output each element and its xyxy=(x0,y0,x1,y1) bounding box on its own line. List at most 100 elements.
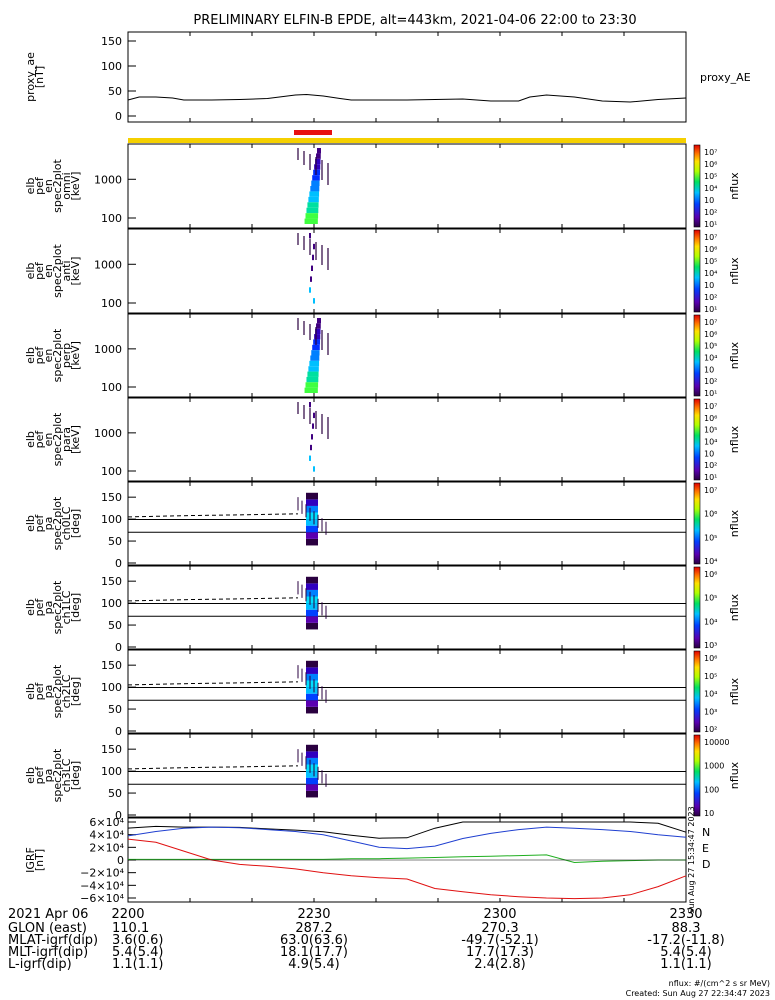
burst-cell xyxy=(317,148,321,153)
spec-anti-burst xyxy=(298,233,328,304)
colorbar-label: 10⁷ xyxy=(704,402,717,411)
y-tick-label: 100 xyxy=(101,465,122,478)
burst-cell xyxy=(306,681,318,688)
spec-ch2LC-frame xyxy=(128,650,686,733)
burst-cell xyxy=(309,402,311,407)
y-tick-label: 1000 xyxy=(94,343,122,356)
colorbar-label: 10⁶ xyxy=(704,414,717,423)
y-tick-label: 2×10⁴ xyxy=(89,841,124,854)
burst-cell xyxy=(306,667,318,674)
burst-cell xyxy=(306,382,319,387)
colorbar-label: 10⁳ xyxy=(704,196,714,205)
colorbar-label: 10⁴ xyxy=(704,690,717,699)
burst-cell xyxy=(313,244,315,249)
ephem-row-label: L-igrf(dip) xyxy=(8,957,72,972)
igrf-series-E xyxy=(128,855,686,863)
colorbar-label: 10 xyxy=(704,809,714,818)
spec-ch1LC-colorbar xyxy=(694,567,700,648)
colorbar-label: 10⁵ xyxy=(704,172,717,181)
burst-cell xyxy=(314,164,320,169)
y-tick-label: −6×10⁴ xyxy=(80,892,124,905)
burst-cell xyxy=(306,539,318,546)
colorbar-label: 10⁷ xyxy=(704,148,717,157)
colorbar-label: 10¹ xyxy=(704,220,717,229)
spec-omni-colorbar xyxy=(694,145,700,227)
y-tick-label: 150 xyxy=(101,575,122,588)
colorbar-label: 10² xyxy=(704,461,717,470)
burst-cell xyxy=(305,219,318,224)
ephem-value: 4.9(5.4) xyxy=(288,957,340,972)
burst-cell xyxy=(306,597,318,604)
y-tick-label: 100 xyxy=(101,765,122,778)
pa-dashed-line xyxy=(128,598,298,601)
colorbar-label: 10⁵ xyxy=(704,342,717,351)
colorbar-label: 10⁴ xyxy=(704,438,717,447)
burst-cell xyxy=(312,423,314,428)
burst-cell xyxy=(313,413,315,418)
spec-ch0LC-colorbar xyxy=(694,483,700,564)
burst-cell xyxy=(306,623,318,630)
burst-cell xyxy=(306,513,318,520)
burst-cell xyxy=(306,519,318,526)
burst-cell xyxy=(313,298,315,303)
ephem-value: 2.4(2.8) xyxy=(474,957,526,972)
colorbar-label: 10⁴ xyxy=(704,184,717,193)
spec-ch0LC-ylabel-line: [deg] xyxy=(69,509,82,538)
spec-ch3LC-colorbar xyxy=(694,735,700,816)
colorbar-label: 10⁷ xyxy=(704,318,717,327)
burst-cell xyxy=(306,765,318,772)
y-tick-label: −4×10⁴ xyxy=(80,879,124,892)
burst-cell xyxy=(309,191,319,196)
burst-cell xyxy=(313,466,315,471)
colorbar-label: 10⁷ xyxy=(704,486,717,495)
igrf-series-D xyxy=(128,839,686,899)
burst-cell xyxy=(311,181,319,186)
burst-cell xyxy=(306,778,318,785)
y-tick-label: 150 xyxy=(101,659,122,672)
burst-cell xyxy=(306,700,318,707)
burst-cell xyxy=(306,661,318,668)
burst-cell xyxy=(314,334,320,339)
colorbar-title: nflux xyxy=(728,257,741,285)
burst-cell xyxy=(311,434,313,439)
ephem-date: 2021 Apr 06 xyxy=(8,907,88,922)
burst-cell xyxy=(309,456,311,461)
y-tick-label: 50 xyxy=(108,85,122,98)
spec-omni-burst xyxy=(298,148,328,224)
colorbar-label: 10⁳ xyxy=(704,365,714,374)
y-tick-label: 150 xyxy=(101,491,122,504)
side-stamp: Sun Aug 27 15:34:47 2023 xyxy=(687,806,696,913)
burst-cell xyxy=(306,506,318,513)
colorbar-label: 10³ xyxy=(704,707,717,716)
igrf-legend-N: N xyxy=(702,826,710,839)
burst-cell xyxy=(306,532,318,539)
colorbar-label: 10⁶ xyxy=(704,160,717,169)
y-tick-label: 100 xyxy=(101,297,122,310)
y-tick-label: 0 xyxy=(115,557,122,570)
burst-cell xyxy=(306,745,318,752)
y-tick-label: 150 xyxy=(101,743,122,756)
spec-anti-ylabel-line: [keV] xyxy=(69,257,82,286)
burst-cell xyxy=(306,499,318,506)
ephem-value: 1.1(1.1) xyxy=(112,957,164,972)
burst-cell xyxy=(308,197,318,202)
spec-anti-frame xyxy=(128,229,686,313)
spec-perp-burst xyxy=(298,318,328,393)
x-tick-label: 2300 xyxy=(483,907,516,922)
y-tick-label: 50 xyxy=(108,787,122,800)
burst-cell xyxy=(306,687,318,694)
burst-cell xyxy=(306,208,318,213)
burst-cell xyxy=(309,287,311,292)
spec-ch2LC-ylabel-line: [deg] xyxy=(69,677,82,706)
burst-cell xyxy=(311,350,319,355)
y-tick-label: 50 xyxy=(108,619,122,632)
burst-cell xyxy=(311,266,313,271)
burst-cell xyxy=(312,255,314,260)
pa-dashed-line xyxy=(128,766,298,769)
burst-cell xyxy=(307,202,318,207)
burst-cell xyxy=(306,758,318,765)
burst-cell xyxy=(306,694,318,701)
burst-cell xyxy=(310,356,319,361)
colorbar-label: 10⁷ xyxy=(704,233,717,242)
spec-para-ylabel-line: [keV] xyxy=(69,425,82,454)
